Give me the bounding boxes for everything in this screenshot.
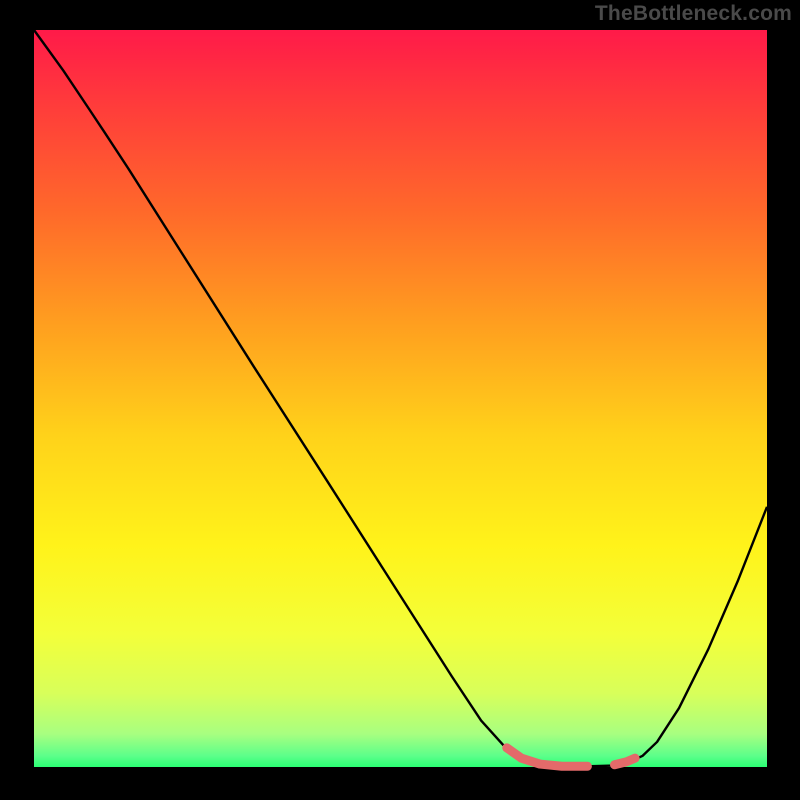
highlight-segment-left xyxy=(507,748,588,766)
chart-frame: TheBottleneck.com xyxy=(0,0,800,800)
bottleneck-curve xyxy=(34,30,767,766)
highlight-segment-right xyxy=(615,758,636,765)
watermark-text: TheBottleneck.com xyxy=(595,2,792,26)
plot-area xyxy=(34,30,767,767)
curve-layer xyxy=(34,30,767,767)
